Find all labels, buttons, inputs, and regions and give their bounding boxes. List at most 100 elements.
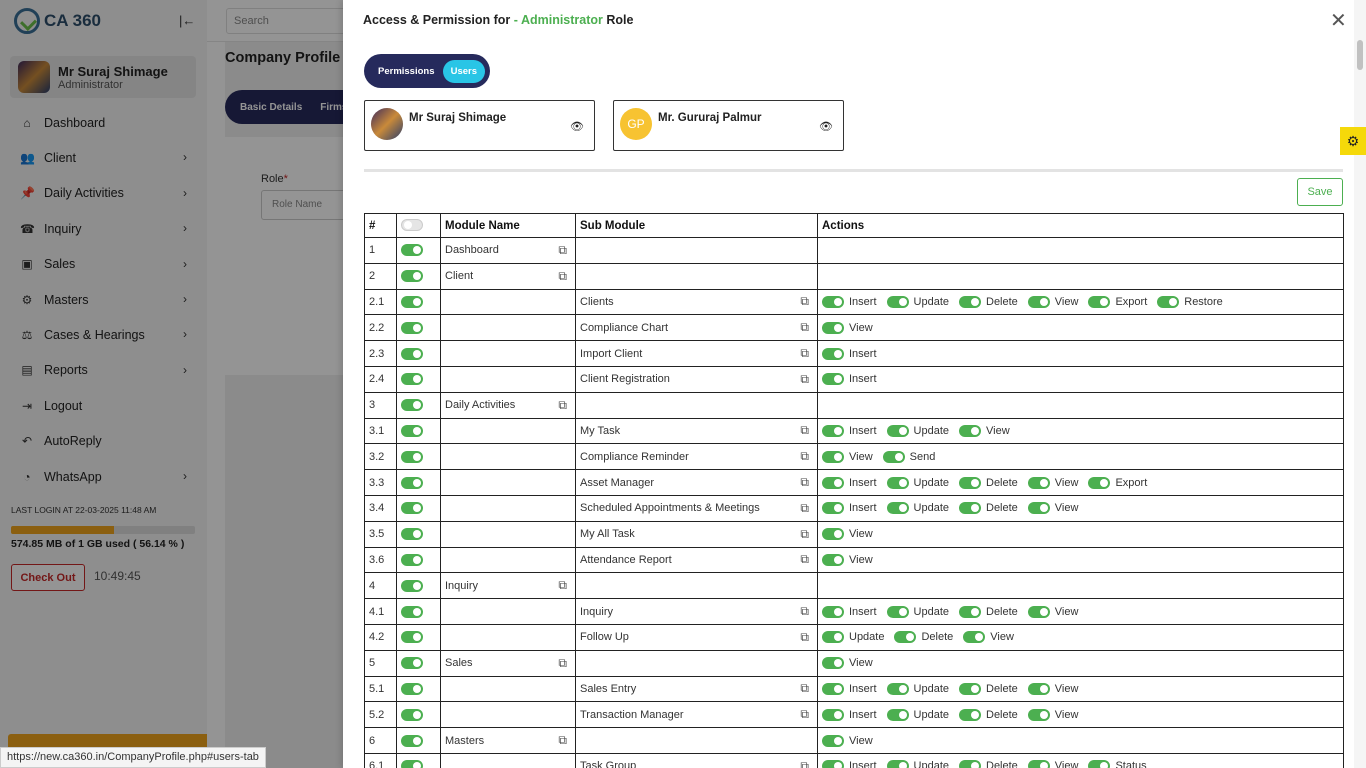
permissions-tab[interactable]: Permissions xyxy=(378,65,435,77)
action-toggle[interactable] xyxy=(822,708,844,721)
sidebar-item-dashboard[interactable]: ⌂ Dashboard xyxy=(0,105,207,140)
action-toggle[interactable] xyxy=(963,631,986,644)
row-enable-toggle[interactable] xyxy=(401,579,423,592)
scrollbar[interactable] xyxy=(1354,0,1366,768)
action-toggle[interactable] xyxy=(959,682,981,695)
action-toggle[interactable] xyxy=(822,657,844,670)
external-link-icon[interactable]: ⧉ xyxy=(800,707,809,722)
external-link-icon[interactable]: ⧉ xyxy=(558,268,567,283)
action-toggle[interactable] xyxy=(822,553,844,566)
action-toggle[interactable] xyxy=(1027,605,1050,618)
action-toggle[interactable] xyxy=(822,605,844,618)
gear-icon[interactable]: ⚙ xyxy=(1340,127,1366,155)
select-all-toggle[interactable] xyxy=(401,219,423,232)
action-toggle[interactable] xyxy=(959,708,981,721)
action-toggle[interactable] xyxy=(959,424,981,437)
row-enable-toggle[interactable] xyxy=(401,321,423,334)
action-toggle[interactable] xyxy=(1088,476,1111,489)
action-toggle[interactable] xyxy=(886,760,909,768)
action-toggle[interactable] xyxy=(1088,295,1111,308)
user-card[interactable]: Mr Suraj Shimage Administrator xyxy=(10,56,196,98)
action-toggle[interactable] xyxy=(822,424,844,437)
external-link-icon[interactable]: ⧉ xyxy=(800,500,809,515)
action-toggle[interactable] xyxy=(959,476,981,489)
action-toggle[interactable] xyxy=(822,502,844,515)
row-enable-toggle[interactable] xyxy=(401,399,423,412)
action-toggle[interactable] xyxy=(894,631,917,644)
action-toggle[interactable] xyxy=(1027,476,1050,489)
collapse-sidebar-icon[interactable]: |← xyxy=(179,13,196,28)
action-toggle[interactable] xyxy=(959,295,981,308)
row-enable-toggle[interactable] xyxy=(401,734,423,747)
action-toggle[interactable] xyxy=(886,424,909,437)
action-toggle[interactable] xyxy=(822,295,844,308)
external-link-icon[interactable]: ⧉ xyxy=(800,423,809,438)
external-link-icon[interactable]: ⧉ xyxy=(800,346,809,361)
external-link-icon[interactable]: ⧉ xyxy=(800,629,809,644)
external-link-icon[interactable]: ⧉ xyxy=(558,578,567,593)
action-toggle[interactable] xyxy=(822,631,844,644)
row-enable-toggle[interactable] xyxy=(401,244,423,257)
sidebar-item-inquiry[interactable]: ☎ Inquiry › xyxy=(0,211,207,246)
action-toggle[interactable] xyxy=(886,476,909,489)
action-toggle[interactable] xyxy=(886,502,909,515)
scrollbar-thumb[interactable] xyxy=(1357,40,1363,70)
action-toggle[interactable] xyxy=(822,347,844,360)
tab-basic-details[interactable]: Basic Details xyxy=(240,101,303,113)
action-toggle[interactable] xyxy=(822,321,844,334)
action-toggle[interactable] xyxy=(1027,295,1050,308)
external-link-icon[interactable]: ⧉ xyxy=(558,733,567,748)
row-enable-toggle[interactable] xyxy=(401,270,423,283)
action-toggle[interactable] xyxy=(1157,295,1180,308)
sidebar-item-whatsapp[interactable]: ◔ WhatsApp › xyxy=(0,459,207,494)
sidebar-item-masters[interactable]: ⚙ Masters › xyxy=(0,282,207,317)
external-link-icon[interactable]: ⧉ xyxy=(800,552,809,567)
external-link-icon[interactable]: ⧉ xyxy=(558,242,567,257)
external-link-icon[interactable]: ⧉ xyxy=(558,655,567,670)
external-link-icon[interactable]: ⧉ xyxy=(800,294,809,309)
sidebar-item-cases-hearings[interactable]: ⚖ Cases & Hearings › xyxy=(0,317,207,352)
action-toggle[interactable] xyxy=(886,682,909,695)
action-toggle[interactable] xyxy=(886,708,909,721)
action-toggle[interactable] xyxy=(1027,760,1050,768)
check-out-button[interactable]: Check Out xyxy=(11,564,85,591)
save-button[interactable]: Save xyxy=(1297,178,1343,206)
action-toggle[interactable] xyxy=(959,760,981,768)
row-enable-toggle[interactable] xyxy=(401,502,423,515)
users-tab[interactable]: Users xyxy=(442,59,485,83)
row-enable-toggle[interactable] xyxy=(401,373,423,386)
external-link-icon[interactable]: ⧉ xyxy=(558,397,567,412)
external-link-icon[interactable]: ⧉ xyxy=(800,475,809,490)
sidebar-item-reports[interactable]: ▤ Reports › xyxy=(0,353,207,388)
row-enable-toggle[interactable] xyxy=(401,657,423,670)
external-link-icon[interactable]: ⧉ xyxy=(800,449,809,464)
action-toggle[interactable] xyxy=(959,605,981,618)
external-link-icon[interactable]: ⧉ xyxy=(800,320,809,335)
row-enable-toggle[interactable] xyxy=(401,605,423,618)
action-toggle[interactable] xyxy=(822,476,844,489)
row-enable-toggle[interactable] xyxy=(401,708,423,721)
sidebar-item-client[interactable]: 👥 Client › xyxy=(0,140,207,175)
action-toggle[interactable] xyxy=(822,450,844,463)
external-link-icon[interactable]: ⧉ xyxy=(800,681,809,696)
action-toggle[interactable] xyxy=(1088,760,1111,768)
action-toggle[interactable] xyxy=(1027,708,1050,721)
action-toggle[interactable] xyxy=(959,502,981,515)
row-enable-toggle[interactable] xyxy=(401,682,423,695)
row-enable-toggle[interactable] xyxy=(401,296,423,309)
sidebar-item-daily-activities[interactable]: 📌 Daily Activities › xyxy=(0,176,207,211)
action-toggle[interactable] xyxy=(822,528,844,541)
row-enable-toggle[interactable] xyxy=(401,425,423,438)
row-enable-toggle[interactable] xyxy=(401,476,423,489)
external-link-icon[interactable]: ⧉ xyxy=(800,604,809,619)
action-toggle[interactable] xyxy=(822,734,844,747)
external-link-icon[interactable]: ⧉ xyxy=(800,526,809,541)
row-enable-toggle[interactable] xyxy=(401,760,423,768)
action-toggle[interactable] xyxy=(882,450,905,463)
eye-icon[interactable]: 👁 xyxy=(819,121,833,133)
action-toggle[interactable] xyxy=(1027,682,1050,695)
user-card-1[interactable]: Mr Suraj Shimage 👁 xyxy=(364,100,595,151)
action-toggle[interactable] xyxy=(822,760,844,768)
app-logo[interactable]: CA 360 xyxy=(14,8,101,34)
action-toggle[interactable] xyxy=(1027,502,1050,515)
